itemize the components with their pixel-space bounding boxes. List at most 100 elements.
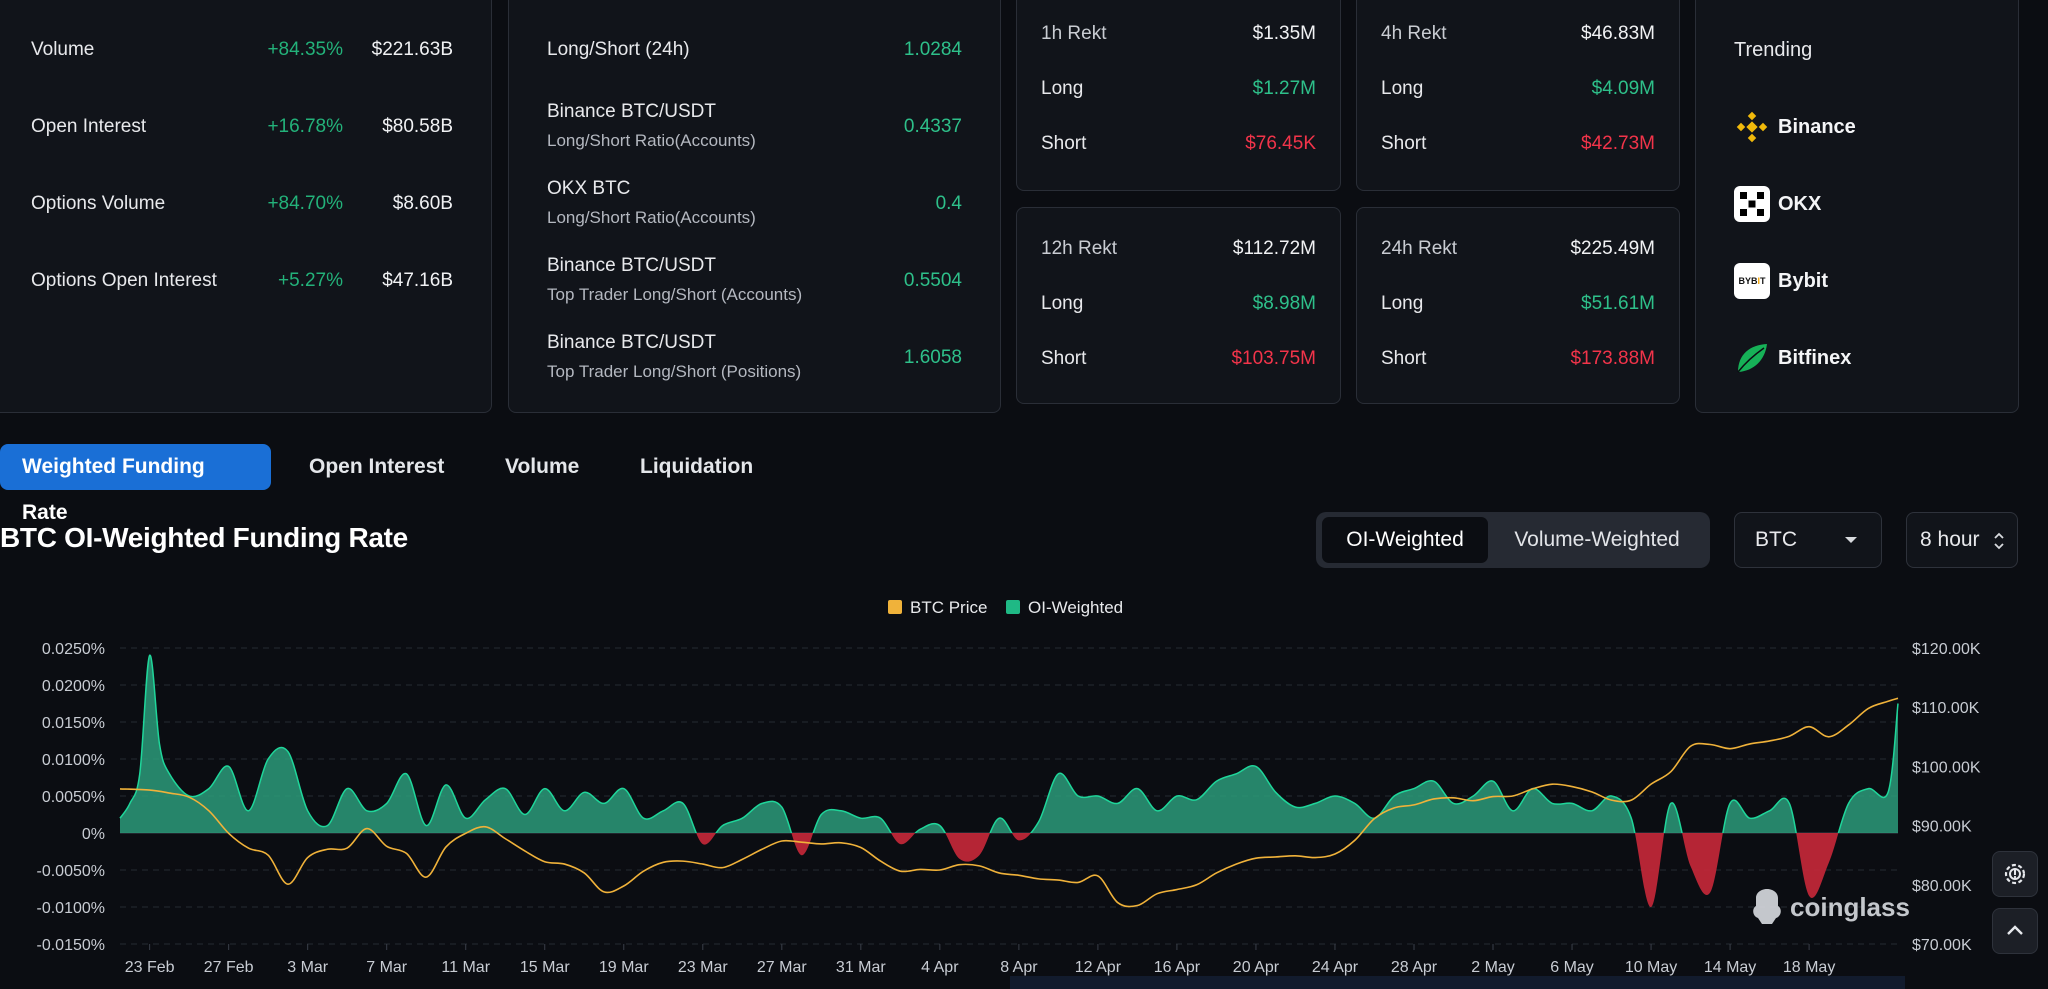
x-tick-label: 4 Apr [921,959,959,976]
rekt-value: $4.09M [1591,78,1655,99]
trending-item-bybit[interactable]: BYB I T Bybit [1734,263,1828,299]
rekt-label: Short [1381,348,1427,369]
trending-item-binance[interactable]: Binance [1734,109,1856,145]
chart-scrollbar[interactable] [1010,976,1905,989]
tab-volume[interactable]: Volume [505,455,580,478]
trending-item-bitfinex[interactable]: Bitfinex [1734,340,1851,376]
x-tick-label: 3 Mar [287,959,329,976]
ratio-title: Binance BTC/USDT [547,101,716,122]
ratio-subtitle: Top Trader Long/Short (Accounts) [547,285,803,304]
rekt-value: $8.98M [1252,293,1316,314]
ratio-value: 0.4 [935,193,962,214]
bitfinex-logo-icon [1734,340,1770,376]
y-right-tick-label: $90.00K [1912,819,1972,836]
rekt-label: Long [1041,78,1084,99]
rekt-value: $112.72M [1232,238,1316,259]
trending-title: Trending [1734,39,1813,61]
rekt-value: $46.83M [1581,23,1655,44]
legend-label: BTC Price [910,598,987,617]
legend-label: OI-Weighted [1028,598,1123,617]
oi-weighted-negative-area [120,833,1898,908]
y-left-tick-label: 0.0100% [42,752,105,769]
coin-select-value: BTC [1755,528,1797,551]
x-tick-label: 15 Mar [520,959,570,976]
coinglass-watermark: coinglass [1750,888,1910,926]
rekt-card-12h: 12h Rekt $112.72M Long $8.98M Short $103.7… [1016,207,1341,404]
x-tick-label: 10 May [1625,959,1677,976]
x-tick-label: 18 May [1783,959,1835,976]
x-tick-label: 28 Apr [1391,959,1438,976]
caret-down-icon [1845,537,1857,543]
stat-value: $221.63B [371,39,453,60]
rekt-value: $76.45K [1245,133,1316,154]
rekt-label: Long [1381,78,1424,99]
y-left-tick-label: 0.0200% [42,678,105,695]
oi-weighted-positive-area [120,655,1898,833]
ratio-subtitle: Top Trader Long/Short (Positions) [547,362,802,381]
section-title: BTC OI-Weighted Funding Rate [0,522,408,553]
x-tick-label: 19 Mar [599,959,649,976]
rekt-label: Short [1041,348,1087,369]
tab-open-interest[interactable]: Open Interest [309,455,445,478]
funding-rate-chart[interactable]: 0.0250% 0.0200% 0.0150% 0.0100% 0.0050% 0% -0.… [0,590,2048,989]
coinglass-logo-icon [1753,889,1781,924]
tab-liquidation[interactable]: Liquidation [640,455,754,478]
btc-price-line [119,697,1899,908]
y-right-tick-label: $120.00K [1912,641,1981,658]
interval-select[interactable]: 8 hour [1906,512,2018,568]
rekt-value: $173.88M [1570,348,1655,369]
volume-weighted-button[interactable]: Volume-Weighted [1514,528,1680,551]
rekt-label: Long [1041,293,1084,314]
legend-swatch [888,600,902,614]
stat-value: $80.58B [382,116,453,137]
stat-value: $8.60B [392,193,453,214]
rekt-value: $103.75M [1231,348,1316,369]
x-tick-label: 23 Mar [678,959,728,976]
y-left-tick-label: 0.0250% [42,641,105,658]
long-short-card: Long/Short (24h) 1.0284 Binance BTC/USDT … [508,0,1001,413]
scroll-top-button[interactable] [1992,908,2038,954]
x-tick-label: 20 Apr [1233,959,1280,976]
y-left-tick-label: 0.0050% [42,789,105,806]
rekt-label: 4h Rekt [1381,23,1447,44]
tab-weighted-funding-rate[interactable]: Weighted Funding Rate [0,444,271,524]
rekt-value: $42.73M [1581,133,1655,154]
rekt-card-4h: 4h Rekt $46.83M Long $4.09M Short $42.73M [1356,0,1680,191]
coin-select[interactable]: BTC [1734,512,1882,568]
x-tick-label: 31 Mar [836,959,886,976]
x-tick-label: 2 May [1471,959,1515,976]
watermark-text: coinglass [1790,891,1910,922]
rekt-label: Short [1381,133,1427,154]
rekt-card-24h: 24h Rekt $225.49M Long $51.61M Short $173.… [1356,207,1680,404]
ratio-title: Long/Short (24h) [547,39,690,60]
trending-item-label: OKX [1778,192,1822,215]
y-right-tick-label: $110.00K [1912,700,1980,717]
stat-change: +84.70% [267,193,343,214]
stat-label: Open Interest [31,116,147,137]
x-tick-label: 7 Mar [366,959,408,976]
stat-change: +16.78% [267,116,343,137]
interval-select-value: 8 hour [1920,528,1980,551]
stat-value: $47.16B [382,270,453,291]
y-right-tick-label: $80.00K [1912,878,1972,895]
x-tick-label: 6 May [1550,959,1594,976]
trending-item-label: Bybit [1778,269,1828,292]
chevron-up-icon [2007,925,2023,935]
x-tick-label: 12 Apr [1075,959,1122,976]
rekt-value: $51.61M [1581,293,1655,314]
trending-item-okx[interactable]: OKX [1734,186,1821,222]
binance-logo-icon [1734,109,1770,145]
rekt-label: Long [1381,293,1424,314]
settings-button[interactable] [1992,851,2038,897]
ratio-subtitle: Long/Short Ratio(Accounts) [547,208,756,227]
legend-swatch [1006,600,1020,614]
market-stats-card: Volume +84.35% $221.63B Open Interest +16… [0,0,492,413]
x-tick-label: 11 Mar [441,959,490,976]
ratio-title: Binance BTC/USDT [547,255,716,276]
x-tick-label: 16 Apr [1154,959,1201,976]
ratio-value: 0.5504 [903,270,962,291]
oi-weighted-line [119,654,1899,833]
oi-weighted-button[interactable]: OI-Weighted [1322,517,1488,563]
y-left-tick-label: 0.0150% [42,715,105,732]
ratio-title: OKX BTC [547,178,631,199]
